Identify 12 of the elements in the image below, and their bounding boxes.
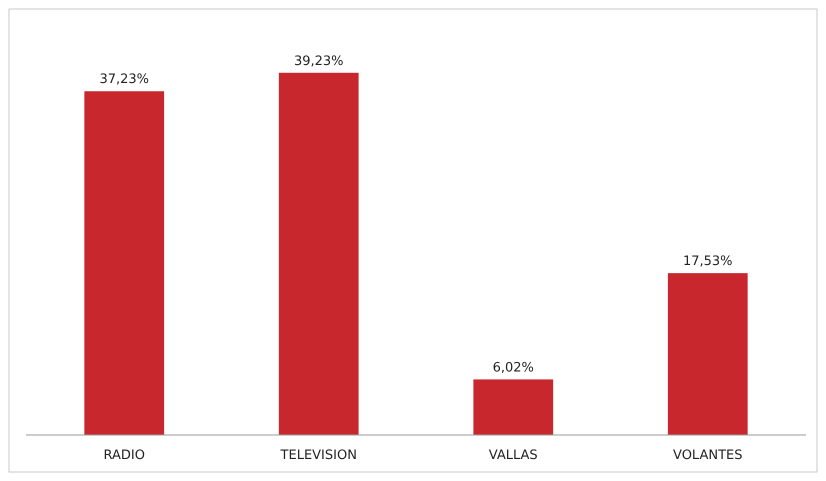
x-tick-label: TELEVISION [280, 448, 357, 463]
bar [278, 72, 359, 435]
data-label: 37,23% [99, 72, 150, 88]
data-label: 17,53% [682, 254, 733, 270]
data-label: 39,23% [294, 54, 344, 69]
data-label: 6,02% [492, 360, 534, 376]
x-tick-label: VALLAS [488, 448, 538, 463]
bar [84, 91, 164, 435]
bar [473, 379, 554, 435]
bar [668, 273, 748, 435]
x-tick-label: RADIO [103, 448, 145, 463]
x-tick-label: VOLANTES [673, 448, 743, 463]
